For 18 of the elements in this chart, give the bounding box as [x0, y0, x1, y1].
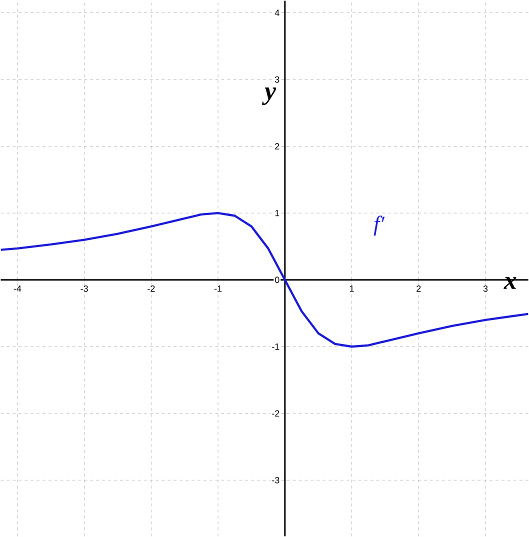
x-tick-label: -4	[14, 285, 22, 292]
x-tick-label: 3	[483, 285, 488, 292]
x-tick-label: -3	[80, 285, 88, 292]
x-tick-label: -1	[214, 285, 222, 292]
y-tick-label: 0	[274, 276, 280, 284]
y-tick-label: -1	[272, 344, 280, 350]
y-tick-label: -2	[272, 410, 280, 417]
y-tick-label: 4	[274, 10, 280, 16]
line-series	[0, 212, 528, 348]
x-tick-label: 2	[416, 285, 421, 292]
y-tick-label: 1	[275, 210, 280, 216]
y-axis-title: y	[262, 88, 276, 105]
x-tick-label: 1	[350, 285, 354, 292]
y-tick-label: 3	[274, 76, 280, 83]
text: f′	[374, 216, 385, 236]
x-tick-label: -2	[148, 285, 155, 292]
y-tick-label: 2	[275, 143, 280, 150]
y-tick-label: -3	[272, 476, 280, 484]
